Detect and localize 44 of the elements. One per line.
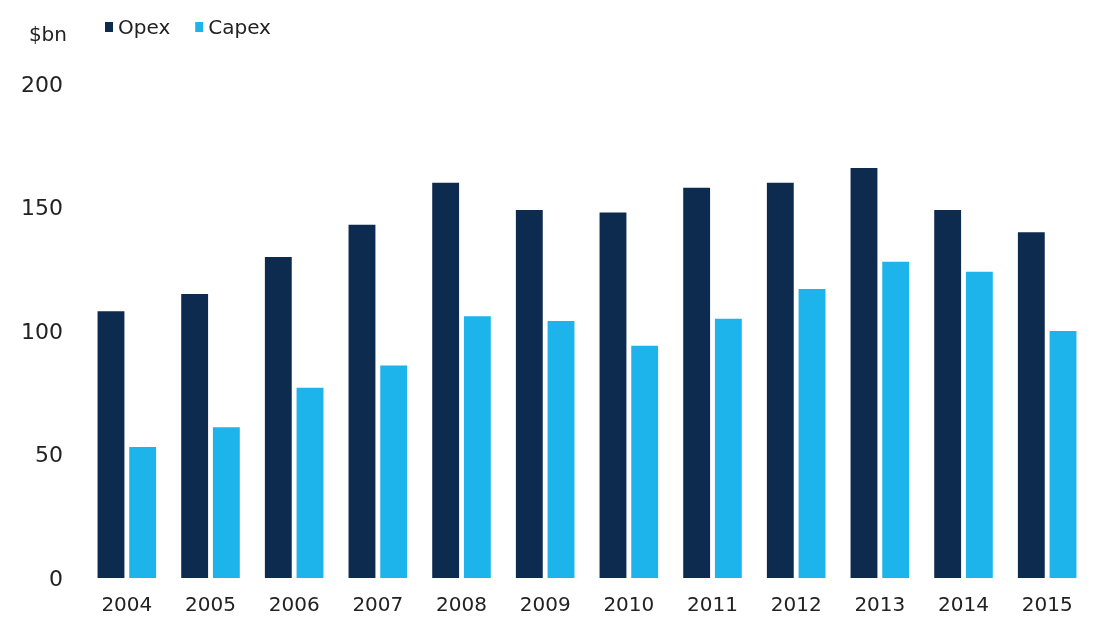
y-tick-label: 200 bbox=[21, 71, 63, 97]
y-tick-label: 50 bbox=[35, 442, 63, 467]
x-tick-label: 2011 bbox=[687, 592, 738, 616]
bar bbox=[631, 345, 659, 578]
y-tick-label: 100 bbox=[21, 318, 63, 344]
x-tick-label: 2005 bbox=[185, 592, 236, 616]
y-tick-label: 0 bbox=[49, 565, 63, 591]
bar bbox=[714, 318, 742, 578]
x-tick-label: 2006 bbox=[268, 592, 320, 616]
bar bbox=[882, 261, 910, 578]
legend-label: Opex bbox=[118, 15, 171, 39]
bar bbox=[934, 209, 962, 578]
bar bbox=[129, 447, 157, 578]
bar bbox=[264, 256, 292, 578]
x-tick-label: 2007 bbox=[352, 592, 404, 616]
bar bbox=[212, 427, 240, 578]
x-tick-label: 2004 bbox=[101, 592, 153, 616]
x-tick-label: 2013 bbox=[854, 592, 906, 616]
y-tick-label: 150 bbox=[21, 195, 63, 220]
bar bbox=[683, 187, 711, 578]
x-tick-label: 2014 bbox=[938, 592, 989, 616]
bar bbox=[463, 316, 491, 578]
bar bbox=[432, 182, 460, 578]
bar bbox=[1049, 331, 1077, 578]
bar bbox=[798, 289, 826, 578]
bar bbox=[766, 182, 794, 578]
bar bbox=[599, 212, 627, 578]
x-tick-label: 2012 bbox=[770, 592, 822, 616]
legend-label: Capex bbox=[208, 15, 272, 39]
bar bbox=[296, 387, 324, 578]
x-tick-label: 2015 bbox=[1021, 592, 1073, 616]
x-tick-label: 2008 bbox=[436, 592, 487, 616]
bar bbox=[515, 209, 543, 578]
bar bbox=[850, 167, 878, 578]
bar bbox=[380, 365, 408, 578]
x-tick-label: 2009 bbox=[519, 592, 571, 616]
bar bbox=[97, 311, 125, 578]
bar bbox=[181, 293, 209, 578]
bar bbox=[348, 224, 376, 578]
x-tick-label: 2010 bbox=[603, 592, 655, 616]
bar bbox=[547, 321, 575, 578]
bar bbox=[1017, 232, 1045, 578]
y-axis-title: $bn bbox=[28, 22, 67, 46]
bar bbox=[965, 271, 993, 578]
